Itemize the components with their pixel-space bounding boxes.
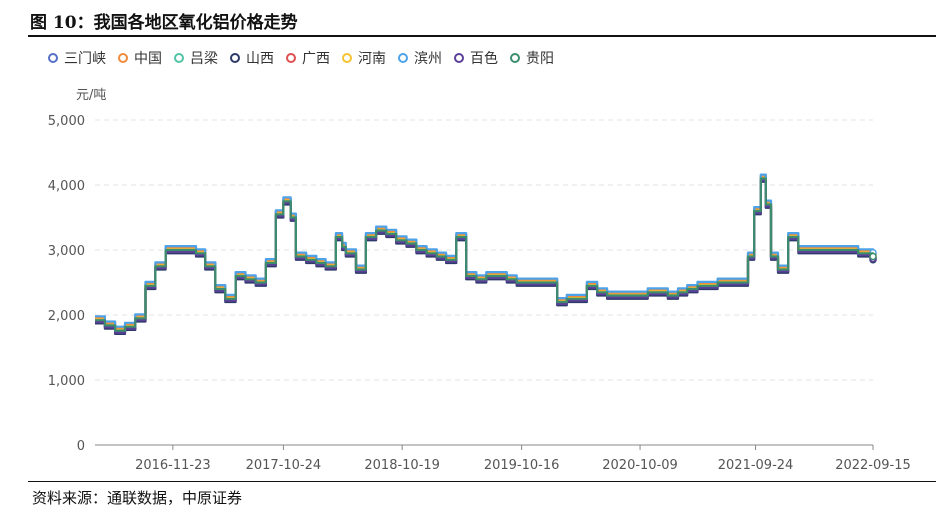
legend-label: 贵阳: [526, 51, 554, 67]
x-tick-label: 2017-10-24: [246, 458, 322, 473]
legend-label: 吕梁: [190, 51, 218, 67]
y-tick-label: 5,000: [48, 114, 85, 129]
series-line-5: [95, 178, 875, 333]
x-tick-label: 2018-10-19: [364, 458, 440, 473]
legend-marker-icon: [174, 53, 184, 63]
x-axis: 2016-11-23 2017-10-24 2018-10-19 2019-10-16…: [95, 444, 911, 473]
y-tick-label: 3,000: [48, 244, 85, 259]
series-lines: [95, 173, 877, 335]
legend-item[interactable]: 百色: [454, 48, 498, 68]
legend-marker-icon: [342, 53, 352, 63]
legend-item[interactable]: 山西: [230, 48, 274, 68]
legend-label: 百色: [470, 51, 498, 67]
y-axis-unit: 元/吨: [76, 88, 106, 103]
x-tick-label: 2019-10-16: [484, 458, 560, 473]
legend-item[interactable]: 滨州: [398, 48, 442, 68]
series-end-point: [869, 252, 877, 261]
y-tick-label: 4,000: [48, 179, 85, 194]
footer-rule: [28, 481, 936, 482]
chart-legend: 三门峡 中国 吕梁 山西 广西 河南 滨州 百色 贵阳: [48, 48, 566, 68]
legend-label: 滨州: [414, 51, 442, 67]
legend-marker-icon: [118, 53, 128, 63]
series-line-9: [95, 177, 875, 332]
y-tick-label: 2,000: [48, 309, 85, 324]
legend-item[interactable]: 贵阳: [510, 48, 554, 68]
x-tick-label: 2020-10-09: [602, 458, 678, 473]
legend-marker-icon: [230, 53, 240, 63]
series-line-1: [95, 175, 875, 330]
legend-marker-icon: [454, 53, 464, 63]
legend-item[interactable]: 中国: [118, 48, 162, 68]
legend-label: 山西: [246, 51, 274, 67]
chart-title: 图 10：我国各地区氧化铝价格走势: [30, 13, 298, 33]
series-line-6: [95, 176, 875, 331]
legend-label: 河南: [358, 51, 386, 67]
legend-label: 中国: [134, 51, 162, 67]
legend-item[interactable]: 河南: [342, 48, 386, 68]
y-tick-label: 1,000: [48, 374, 85, 389]
legend-label: 三门峡: [64, 51, 106, 67]
legend-marker-icon: [48, 53, 58, 63]
series-line-3: [95, 178, 875, 333]
legend-item[interactable]: 广西: [286, 48, 330, 68]
series-line-7: [95, 173, 875, 328]
x-tick-label: 2022-09-15: [835, 458, 911, 473]
series-line-2: [95, 174, 875, 330]
legend-marker-icon: [286, 53, 296, 63]
series-line-4: [95, 180, 875, 335]
x-tick-label: 2021-09-24: [718, 458, 794, 473]
series-line-8: [95, 179, 875, 334]
grid-lines: [95, 119, 873, 381]
title-rule: [28, 35, 936, 37]
legend-item[interactable]: 吕梁: [174, 48, 218, 68]
legend-label: 广西: [302, 51, 330, 67]
legend-marker-icon: [398, 53, 408, 63]
source-note: 资料来源：通联数据，中原证券: [32, 489, 243, 507]
y-tick-label: 0: [77, 439, 85, 454]
legend-marker-icon: [510, 53, 520, 63]
x-tick-label: 2016-11-23: [135, 458, 211, 473]
y-axis: 0 1,000 2,000 3,000 4,000 5,000: [48, 114, 85, 454]
legend-item[interactable]: 三门峡: [48, 48, 106, 68]
